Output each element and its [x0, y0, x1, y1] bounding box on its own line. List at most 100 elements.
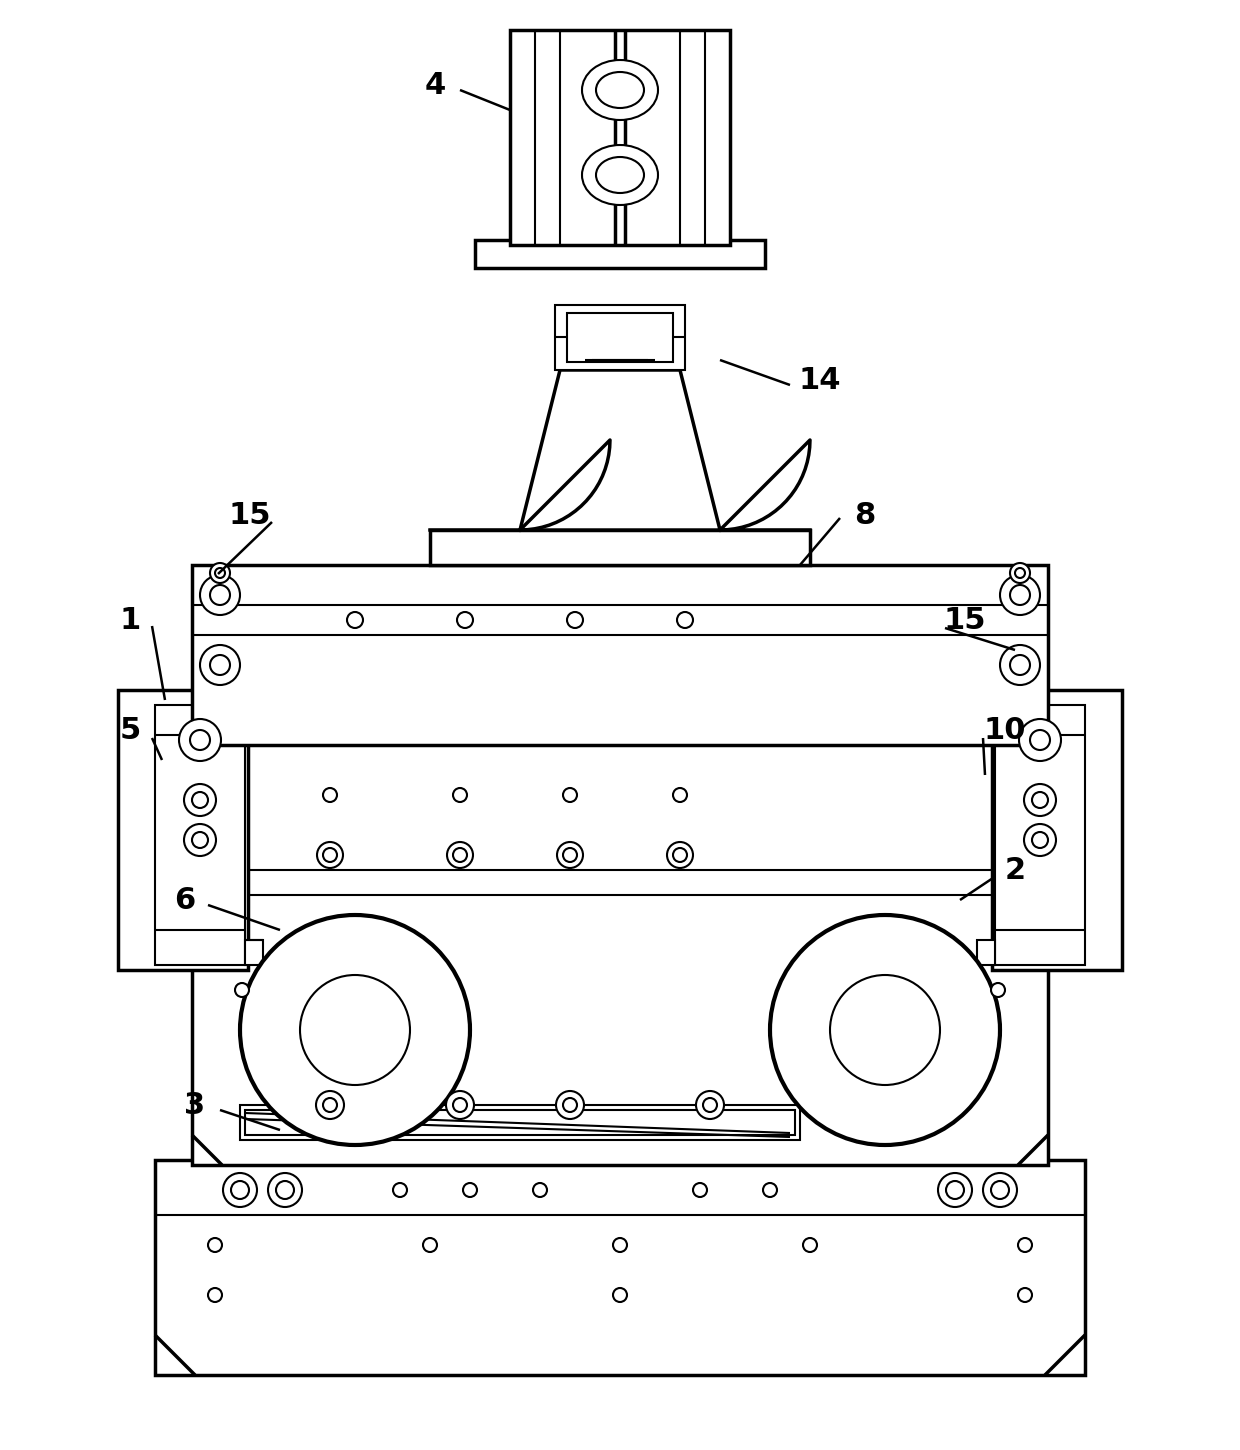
Circle shape — [215, 568, 224, 579]
Text: 15: 15 — [944, 606, 986, 635]
Text: 10: 10 — [983, 715, 1027, 744]
Bar — [977, 940, 994, 966]
Circle shape — [1032, 832, 1048, 848]
Circle shape — [557, 842, 583, 869]
Circle shape — [991, 983, 1004, 998]
Bar — [192, 566, 1048, 745]
Circle shape — [763, 1183, 777, 1198]
Bar — [510, 30, 730, 245]
Text: 1: 1 — [119, 606, 140, 635]
Circle shape — [770, 915, 999, 1146]
Circle shape — [673, 787, 687, 802]
Circle shape — [567, 612, 583, 628]
Circle shape — [317, 842, 343, 869]
Circle shape — [208, 1238, 222, 1251]
Polygon shape — [520, 370, 720, 531]
Circle shape — [453, 848, 467, 861]
Circle shape — [667, 842, 693, 869]
Bar — [246, 940, 263, 966]
Circle shape — [1011, 655, 1030, 676]
Bar — [430, 531, 810, 566]
Circle shape — [446, 842, 472, 869]
Bar — [992, 690, 1122, 970]
Circle shape — [268, 1173, 303, 1206]
Circle shape — [613, 1238, 627, 1251]
Bar — [155, 1160, 1085, 1375]
Ellipse shape — [596, 157, 644, 193]
Circle shape — [1011, 584, 1030, 605]
Circle shape — [184, 784, 216, 816]
Circle shape — [200, 645, 241, 684]
Text: 2: 2 — [1004, 856, 1025, 884]
Text: 3: 3 — [185, 1090, 206, 1119]
Ellipse shape — [596, 72, 644, 107]
Circle shape — [192, 832, 208, 848]
Circle shape — [1016, 568, 1025, 579]
Circle shape — [1018, 1288, 1032, 1302]
Circle shape — [991, 1180, 1009, 1199]
Circle shape — [1024, 784, 1056, 816]
Circle shape — [423, 1238, 436, 1251]
Circle shape — [200, 576, 241, 615]
Bar — [475, 241, 765, 268]
Bar — [192, 740, 1048, 1164]
Circle shape — [223, 1173, 257, 1206]
Circle shape — [556, 1090, 584, 1119]
Bar — [118, 690, 248, 970]
Circle shape — [322, 848, 337, 861]
Ellipse shape — [582, 145, 658, 204]
Circle shape — [563, 1098, 577, 1112]
Text: 8: 8 — [854, 500, 875, 529]
Circle shape — [696, 1090, 724, 1119]
Bar — [556, 304, 684, 370]
Circle shape — [322, 787, 337, 802]
Circle shape — [677, 612, 693, 628]
Bar — [994, 705, 1085, 966]
Text: 5: 5 — [119, 715, 140, 744]
Bar — [246, 1111, 795, 1135]
Circle shape — [1030, 729, 1050, 750]
Text: 4: 4 — [424, 71, 445, 100]
Circle shape — [190, 729, 210, 750]
Circle shape — [703, 1098, 717, 1112]
Circle shape — [192, 792, 208, 808]
Circle shape — [453, 787, 467, 802]
Circle shape — [999, 576, 1040, 615]
Circle shape — [316, 1090, 343, 1119]
Circle shape — [1032, 792, 1048, 808]
Bar — [241, 1105, 800, 1140]
Circle shape — [322, 1098, 337, 1112]
Circle shape — [613, 1288, 627, 1302]
Text: 14: 14 — [799, 365, 841, 394]
Circle shape — [236, 983, 249, 998]
Circle shape — [184, 824, 216, 855]
Circle shape — [673, 848, 687, 861]
Text: 15: 15 — [228, 500, 272, 529]
Circle shape — [1018, 1238, 1032, 1251]
Circle shape — [210, 584, 229, 605]
Circle shape — [1011, 563, 1030, 583]
Circle shape — [393, 1183, 407, 1198]
Circle shape — [208, 1288, 222, 1302]
Circle shape — [347, 612, 363, 628]
Circle shape — [453, 1098, 467, 1112]
Circle shape — [179, 719, 221, 761]
Circle shape — [241, 915, 470, 1146]
Circle shape — [563, 787, 577, 802]
Circle shape — [277, 1180, 294, 1199]
Circle shape — [458, 612, 472, 628]
Circle shape — [210, 563, 229, 583]
Circle shape — [300, 974, 410, 1085]
Circle shape — [446, 1090, 474, 1119]
Circle shape — [937, 1173, 972, 1206]
Circle shape — [693, 1183, 707, 1198]
Circle shape — [563, 848, 577, 861]
Circle shape — [1019, 719, 1061, 761]
Circle shape — [946, 1180, 963, 1199]
Circle shape — [999, 645, 1040, 684]
Bar — [155, 705, 246, 966]
Circle shape — [830, 974, 940, 1085]
Circle shape — [533, 1183, 547, 1198]
Circle shape — [804, 1238, 817, 1251]
Text: 6: 6 — [175, 886, 196, 915]
